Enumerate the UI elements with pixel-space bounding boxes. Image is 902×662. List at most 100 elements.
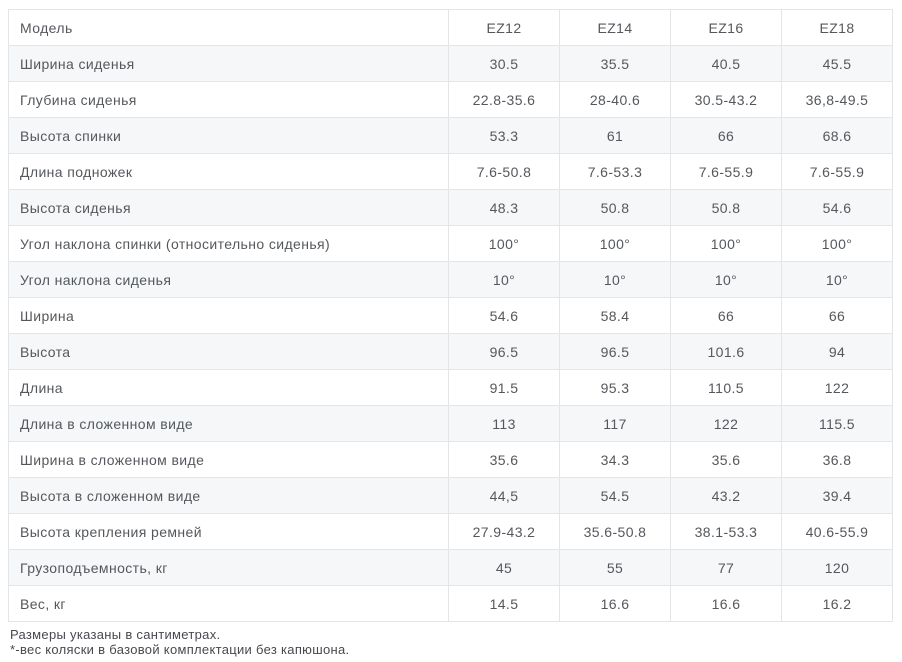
cell-value: 58.4	[559, 297, 671, 334]
cell-value: 7.6-53.3	[559, 153, 671, 190]
row-label: Высота крепления ремней	[8, 513, 449, 550]
cell-value: 53.3	[448, 117, 560, 154]
cell-value: 100°	[670, 225, 782, 262]
cell-value: 28-40.6	[559, 81, 671, 118]
cell-value: 122	[670, 405, 782, 442]
table-row: Длина подножек 7.6-50.8 7.6-53.3 7.6-55.9 7.…	[8, 153, 893, 190]
cell-value: 35.6	[448, 441, 560, 478]
footnotes: Размеры указаны в сантиметрах. *-вес кол…	[10, 627, 902, 657]
cell-value: 35.6	[670, 441, 782, 478]
cell-value: 10°	[781, 261, 893, 298]
table-row: Длина 91.5 95.3 110.5 122	[8, 369, 893, 406]
cell-value: 122	[781, 369, 893, 406]
table-row: Ширина в сложенном виде 35.6 34.3 35.6 36.8	[8, 441, 893, 478]
table-row: Угол наклона спинки (относительно сидень…	[8, 225, 893, 262]
cell-value: 54.6	[781, 189, 893, 226]
cell-value: 54.6	[448, 297, 560, 334]
cell-value: 91.5	[448, 369, 560, 406]
cell-value: 14.5	[448, 585, 560, 622]
cell-value: 77	[670, 549, 782, 586]
header-model-ez16: EZ16	[670, 9, 782, 46]
cell-value: 68.6	[781, 117, 893, 154]
cell-value: 44,5	[448, 477, 560, 514]
cell-value: 48.3	[448, 189, 560, 226]
cell-value: 50.8	[670, 189, 782, 226]
cell-value: 35.6-50.8	[559, 513, 671, 550]
cell-value: 39.4	[781, 477, 893, 514]
cell-value: 115.5	[781, 405, 893, 442]
table-row: Ширина 54.6 58.4 66 66	[8, 297, 893, 334]
cell-value: 100°	[781, 225, 893, 262]
cell-value: 10°	[670, 261, 782, 298]
cell-value: 27.9-43.2	[448, 513, 560, 550]
row-label: Глубина сиденья	[8, 81, 449, 118]
cell-value: 16.2	[781, 585, 893, 622]
cell-value: 34.3	[559, 441, 671, 478]
cell-value: 7.6-55.9	[781, 153, 893, 190]
cell-value: 45	[448, 549, 560, 586]
table-body: Модель EZ12 EZ14 EZ16 EZ18 Ширина сиденья 30…	[8, 9, 893, 622]
cell-value: 54.5	[559, 477, 671, 514]
header-model-label: Модель	[8, 9, 449, 46]
cell-value: 61	[559, 117, 671, 154]
cell-value: 100°	[448, 225, 560, 262]
cell-value: 100°	[559, 225, 671, 262]
row-label: Ширина сиденья	[8, 45, 449, 82]
row-label: Длина	[8, 369, 449, 406]
table-header-row: Модель EZ12 EZ14 EZ16 EZ18	[8, 9, 893, 46]
cell-value: 120	[781, 549, 893, 586]
cell-value: 94	[781, 333, 893, 370]
cell-value: 40.6-55.9	[781, 513, 893, 550]
cell-value: 110.5	[670, 369, 782, 406]
table-row: Высота сиденья 48.3 50.8 50.8 54.6	[8, 189, 893, 226]
cell-value: 55	[559, 549, 671, 586]
header-model-ez18: EZ18	[781, 9, 893, 46]
table-row: Длина в сложенном виде 113 117 122 115.5	[8, 405, 893, 442]
cell-value: 30.5-43.2	[670, 81, 782, 118]
cell-value: 10°	[448, 261, 560, 298]
table-row: Угол наклона сиденья 10° 10° 10° 10°	[8, 261, 893, 298]
cell-value: 117	[559, 405, 671, 442]
cell-value: 36,8-49.5	[781, 81, 893, 118]
row-label: Высота спинки	[8, 117, 449, 154]
cell-value: 22.8-35.6	[448, 81, 560, 118]
footnote-units: Размеры указаны в сантиметрах.	[10, 627, 221, 642]
cell-value: 7.6-50.8	[448, 153, 560, 190]
cell-value: 40.5	[670, 45, 782, 82]
header-model-ez12: EZ12	[448, 9, 560, 46]
row-label: Ширина в сложенном виде	[8, 441, 449, 478]
cell-value: 36.8	[781, 441, 893, 478]
cell-value: 96.5	[448, 333, 560, 370]
table-row: Высота крепления ремней 27.9-43.2 35.6-50.…	[8, 513, 893, 550]
cell-value: 66	[670, 117, 782, 154]
table-row: Высота 96.5 96.5 101.6 94	[8, 333, 893, 370]
row-label: Высота в сложенном виде	[8, 477, 449, 514]
cell-value: 96.5	[559, 333, 671, 370]
cell-value: 35.5	[559, 45, 671, 82]
row-label: Угол наклона сиденья	[8, 261, 449, 298]
row-label: Длина подножек	[8, 153, 449, 190]
cell-value: 101.6	[670, 333, 782, 370]
header-model-ez14: EZ14	[559, 9, 671, 46]
cell-value: 30.5	[448, 45, 560, 82]
table-row: Грузоподъемность, кг 45 55 77 120	[8, 549, 893, 586]
table-row: Глубина сиденья 22.8-35.6 28-40.6 30.5-43.2…	[8, 81, 893, 118]
row-label: Вес, кг	[8, 585, 449, 622]
cell-value: 7.6-55.9	[670, 153, 782, 190]
row-label: Высота сиденья	[8, 189, 449, 226]
cell-value: 10°	[559, 261, 671, 298]
cell-value: 16.6	[559, 585, 671, 622]
table-row: Высота спинки 53.3 61 66 68.6	[8, 117, 893, 154]
cell-value: 43.2	[670, 477, 782, 514]
footnote-weight: *-вес коляски в базовой комплектации без…	[10, 641, 350, 657]
cell-value: 45.5	[781, 45, 893, 82]
cell-value: 95.3	[559, 369, 671, 406]
cell-value: 66	[670, 297, 782, 334]
row-label: Ширина	[8, 297, 449, 334]
specs-table: Модель EZ12 EZ14 EZ16 EZ18 Ширина сиденья 30…	[8, 9, 893, 622]
table-row: Ширина сиденья 30.5 35.5 40.5 45.5	[8, 45, 893, 82]
table-row: Высота в сложенном виде 44,5 54.5 43.2 39.4	[8, 477, 893, 514]
cell-value: 66	[781, 297, 893, 334]
cell-value: 16.6	[670, 585, 782, 622]
